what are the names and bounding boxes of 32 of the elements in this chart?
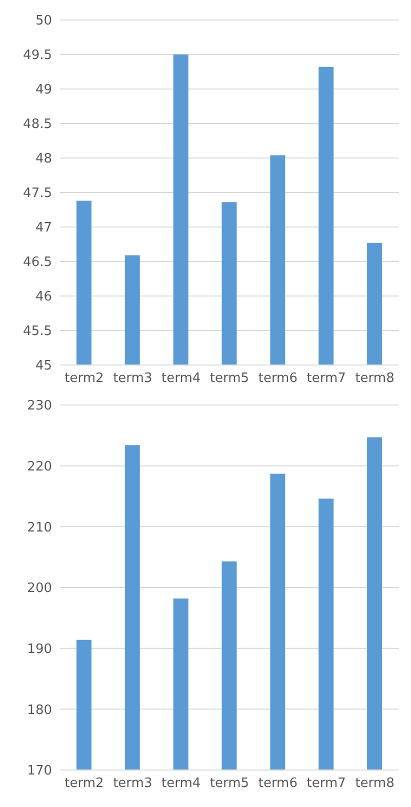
y-tick-label: 180 — [27, 702, 52, 718]
y-tick-label: 170 — [27, 764, 52, 779]
x-tick-label: term7 — [306, 776, 346, 792]
x-tick-label: term8 — [355, 371, 394, 386]
y-tick-label: 48 — [35, 152, 52, 167]
x-tick-label: term5 — [210, 371, 250, 386]
y-tick-label: 200 — [27, 581, 52, 596]
x-tick-label: term5 — [210, 776, 250, 792]
x-tick-label: term3 — [113, 776, 152, 792]
y-tick-label: 45.5 — [23, 324, 52, 340]
y-tick-label: 190 — [27, 642, 52, 657]
x-tick-label: term8 — [355, 776, 394, 792]
y-tick-label: 45 — [35, 358, 52, 374]
y-tick-label: 220 — [27, 459, 52, 474]
x-tick-label: term6 — [258, 371, 298, 386]
y-tick-label: 47 — [35, 220, 52, 236]
x-tick-label: term3 — [113, 371, 152, 386]
y-tick-label: 46 — [35, 290, 52, 305]
y-tick-label: 230 — [27, 398, 52, 414]
y-tick-label: 46.5 — [23, 255, 52, 270]
x-tick-label: term4 — [161, 371, 201, 386]
x-tick-label: term6 — [258, 776, 298, 792]
y-tick-label: 49.5 — [23, 48, 52, 64]
y-tick-label: 47.5 — [23, 186, 52, 202]
x-tick-label: term4 — [161, 776, 201, 792]
x-tick-label: term2 — [64, 776, 104, 792]
y-tick-label: 50 — [35, 14, 52, 29]
x-tick-label: term2 — [64, 371, 104, 386]
x-tick-label: term7 — [306, 371, 346, 386]
y-tick-label: 49 — [35, 82, 52, 98]
y-tick-label: 48.5 — [23, 117, 52, 132]
y-tick-label: 210 — [27, 520, 52, 536]
